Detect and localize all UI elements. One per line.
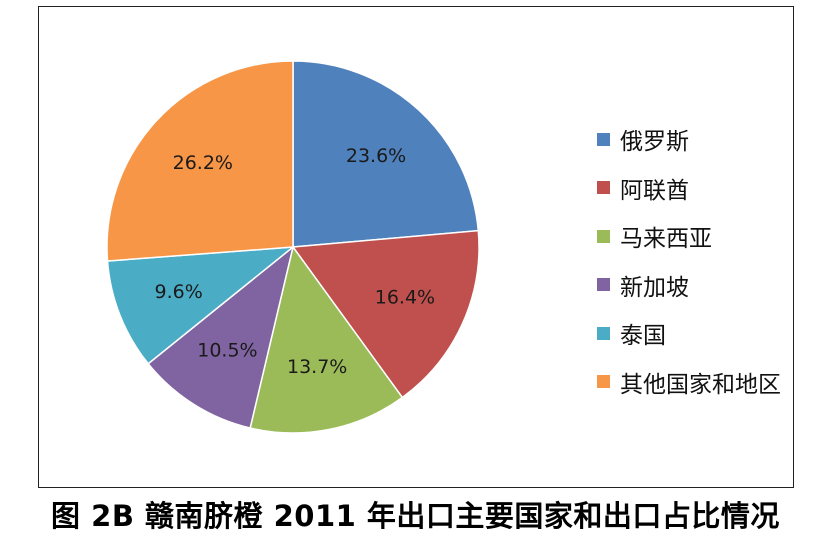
legend-item: 新加坡 <box>597 261 781 310</box>
legend-item: 其他国家和地区 <box>597 358 781 407</box>
pie-slice <box>292 60 480 248</box>
slice-data-label: 9.6% <box>154 281 202 303</box>
legend-item: 阿联酋 <box>597 164 781 213</box>
figure-caption: 图 2B 赣南脐橙 2011 年出口主要国家和出口占比情况 <box>51 499 780 533</box>
legend-swatch <box>597 229 610 243</box>
pie-slice <box>249 245 404 434</box>
pie-chart: 23.6% 16.4% 13.7% 10.5% 9.6% 26.2% <box>106 60 480 434</box>
slice-data-label: 13.7% <box>287 356 347 378</box>
legend-label: 俄罗斯 <box>620 129 689 156</box>
legend-item: 俄罗斯 <box>597 115 781 164</box>
legend-item: 泰国 <box>597 309 781 358</box>
legend-label: 其他国家和地区 <box>620 371 781 398</box>
legend-swatch <box>597 326 610 340</box>
pie-slice <box>106 246 296 365</box>
legend-swatch <box>597 132 610 146</box>
legend-label: 泰国 <box>620 323 666 350</box>
legend-swatch <box>597 375 610 389</box>
slice-data-label: 23.6% <box>346 145 406 167</box>
legend-swatch <box>597 181 610 195</box>
pie-slice <box>106 60 294 262</box>
legend-label: 马来西亚 <box>620 226 712 253</box>
legend-swatch <box>597 278 610 292</box>
legend-label: 阿联酋 <box>620 177 689 204</box>
slice-data-label: 10.5% <box>197 340 257 362</box>
pie-slice <box>291 229 480 399</box>
legend: 俄罗斯 阿联酋 马来西亚 新加坡 泰国 其他国家和地区 <box>597 115 781 406</box>
slice-data-label: 26.2% <box>173 152 233 174</box>
slice-data-label: 16.4% <box>375 286 435 308</box>
pie-slice <box>147 245 295 429</box>
legend-item: 马来西亚 <box>597 212 781 261</box>
legend-label: 新加坡 <box>620 274 689 301</box>
chart-frame: 23.6% 16.4% 13.7% 10.5% 9.6% 26.2% 俄罗斯 阿联酋 马来… <box>38 6 794 488</box>
